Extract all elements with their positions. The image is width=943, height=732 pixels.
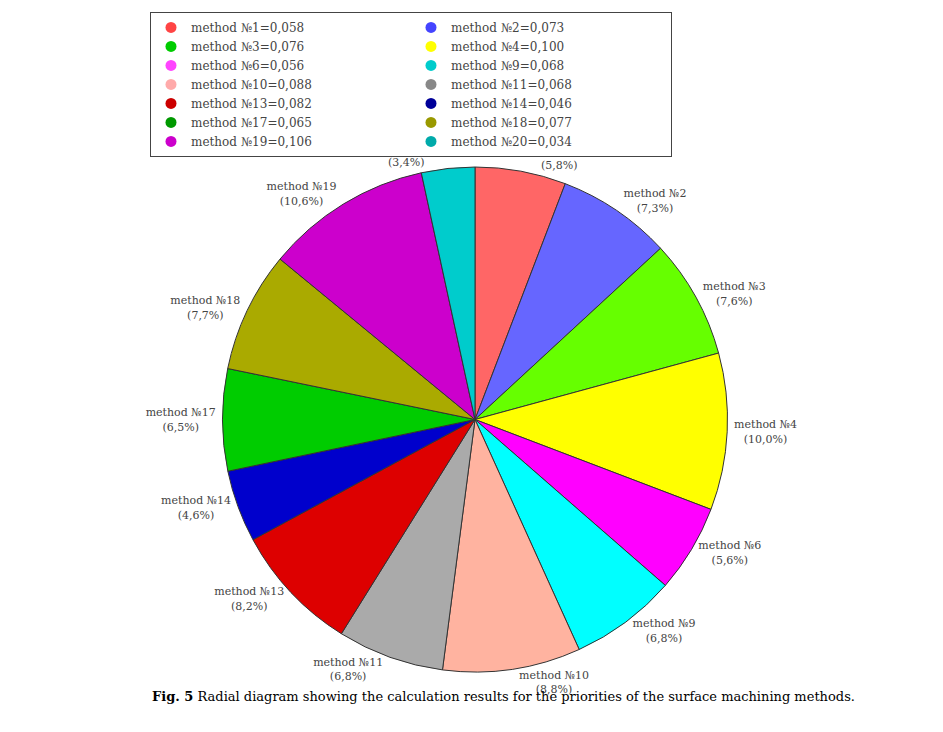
svg-text:method №13(8,2%): method №13(8,2%) <box>214 585 284 612</box>
svg-text:method №9=0,068: method №9=0,068 <box>451 59 564 73</box>
svg-text:method №10=0,088: method №10=0,088 <box>191 78 312 92</box>
svg-text:method №11(6,8%): method №11(6,8%) <box>313 656 383 683</box>
html-text:method №20: method №20 <box>371 141 442 155</box>
svg-text:method №3=0,076: method №3=0,076 <box>191 40 304 54</box>
svg-text:method №19(10,6%): method №19(10,6%) <box>267 180 337 207</box>
svg-text:method №17(6,5%): method №17(6,5%) <box>146 406 216 433</box>
svg-text:method №13=0,082: method №13=0,082 <box>191 97 312 111</box>
svg-text:method №19=0,106: method №19=0,106 <box>191 135 312 149</box>
svg-text:method №2(7,3%): method №2(7,3%) <box>623 187 686 214</box>
svg-text:method №17=0,065: method №17=0,065 <box>191 116 312 130</box>
svg-text:method №14=0,046: method №14=0,046 <box>451 97 572 111</box>
svg-text:method №18=0,077: method №18=0,077 <box>451 116 572 130</box>
html-text:method №1: method №1 <box>527 144 591 158</box>
html-text:(3,4%): (3,4%) <box>387 155 425 169</box>
html-text:(5,8%): (5,8%) <box>541 158 578 172</box>
svg-text:method №10(8,8%): method №10(8,8%) <box>519 669 589 696</box>
svg-text:method №11=0,068: method №11=0,068 <box>451 78 572 92</box>
svg-text:method №6(5,6%): method №6(5,6%) <box>698 539 761 566</box>
svg-text:method №2=0,073: method №2=0,073 <box>451 21 564 35</box>
svg-text:method №3(7,6%): method №3(7,6%) <box>703 280 766 307</box>
svg-text:Fig. 5 Radial diagram showing: Fig. 5 Radial diagram showing the calcul… <box>152 689 855 704</box>
svg-text:method №9(6,8%): method №9(6,8%) <box>633 617 696 644</box>
svg-text:method №4(10,0%): method №4(10,0%) <box>734 418 797 445</box>
svg-text:method №6=0,056: method №6=0,056 <box>191 59 304 73</box>
svg-text:method №1=0,058: method №1=0,058 <box>191 21 304 35</box>
svg-text:method №18(7,7%): method №18(7,7%) <box>170 294 240 321</box>
svg-text:method №4=0,100: method №4=0,100 <box>451 40 564 54</box>
svg-text:method №14(4,6%): method №14(4,6%) <box>161 494 231 521</box>
svg-text:method №20=0,034: method №20=0,034 <box>451 135 572 149</box>
